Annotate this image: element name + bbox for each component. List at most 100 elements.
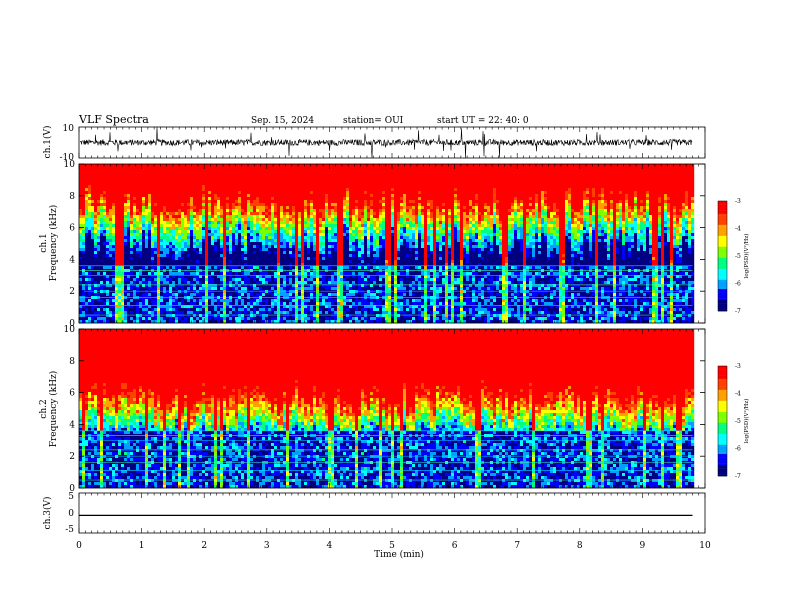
spectrogram-cell-4875 [352, 320, 356, 324]
spectrogram-cell-4595 [337, 275, 341, 279]
spectrogram-cell-1505 [163, 227, 167, 231]
spectrogram-cell-1757 [178, 188, 182, 192]
spectrogram-cell-143 [85, 275, 89, 279]
spectrogram-cell-2560 [223, 212, 227, 216]
spectrogram-cell-2528 [220, 275, 224, 279]
spectrogram-cell-1183 [145, 215, 149, 219]
spectrogram-cell-325 [97, 185, 101, 189]
spectrogram-cell-4905 [355, 251, 359, 255]
spectrogram-cell-1351 [154, 242, 158, 246]
spectrogram-cell-3114 [253, 284, 257, 288]
spectrogram-cell-4403 [328, 176, 332, 180]
spectrogram-cell-1281 [151, 191, 155, 195]
spectrogram-cell-2591 [223, 305, 227, 309]
spectrogram-cell-1586 [166, 311, 170, 315]
spectrogram-cell-869 [127, 227, 131, 231]
spectrogram-cell-3329 [265, 293, 269, 297]
spectrogram-cell-1712 [175, 212, 179, 216]
spectrogram-cell-1804 [181, 170, 185, 174]
spectrogram-cell-4382 [325, 272, 329, 276]
spectrogram-cell-2775 [235, 221, 239, 225]
spectrogram-cell-4282 [319, 290, 323, 294]
spectrogram-cell-3587 [280, 272, 284, 276]
spectrogram-cell-4088 [310, 185, 314, 189]
spectrogram-cell-2338 [211, 182, 215, 186]
spectrogram-cell-658 [115, 230, 119, 234]
spectrogram-cell-1087 [139, 245, 143, 249]
spectrogram-cell-2551 [223, 185, 227, 189]
spectrogram-cell-3239 [262, 182, 266, 186]
spectrogram-cell-2234 [205, 188, 209, 192]
spectrogram-cell-3554 [280, 173, 284, 177]
spectrogram-cell-1641 [169, 317, 173, 321]
spectrogram-cell-1190 [145, 236, 149, 240]
spectrogram-cell-2602 [226, 179, 230, 183]
spectrogram-cell-2415 [214, 254, 218, 258]
spectrogram-cell-2998 [247, 254, 251, 258]
spectrogram-cell-1630 [169, 284, 173, 288]
spectrogram-cell-1517 [163, 263, 167, 267]
spectrogram-cell-4693 [343, 251, 347, 255]
spectrogram-cell-3795 [292, 260, 296, 264]
spectrogram-cell-487 [106, 194, 110, 198]
spectrogram-cell-71 [82, 218, 86, 222]
spectrogram-cell-4601 [337, 293, 341, 297]
spectrogram-cell-730 [118, 287, 122, 291]
spectrogram-cell-2308 [208, 251, 212, 255]
spectrogram-cell-2548 [223, 176, 227, 180]
spectrogram-cell-4776 [349, 182, 353, 186]
spectrogram-cell-2703 [232, 164, 236, 168]
spectrogram-cell-4528 [334, 233, 338, 237]
spectrogram-cell-358 [97, 284, 101, 288]
spectrogram-cell-2618 [226, 227, 230, 231]
spectrogram-cell-2057 [193, 293, 197, 297]
spectrogram-cell-2834 [238, 239, 242, 243]
spectrogram-cell-3756 [289, 302, 293, 306]
spectrogram-cell-2971 [247, 173, 251, 177]
spectrogram-cell-3184 [259, 176, 263, 180]
spectrogram-cell-4424 [328, 239, 332, 243]
spectrogram-cell-2104 [196, 275, 200, 279]
spectrogram-cell-3402 [271, 194, 275, 198]
spectrogram-cell-3188 [259, 188, 263, 192]
spectrogram-cell-1396 [157, 218, 161, 222]
spectrogram-cell-1213 [145, 305, 149, 309]
spectrogram-cell-2395 [214, 194, 218, 198]
spectrogram-cell-4353 [325, 185, 329, 189]
spectrogram-cell-371 [100, 164, 104, 168]
spectrogram-cell-2540 [220, 311, 224, 315]
spectrogram-cell-4971 [358, 290, 362, 294]
spectrogram-cell-4029 [307, 167, 311, 171]
spectrogram-cell-18 [79, 218, 83, 222]
spectrogram-cell-2348 [211, 212, 215, 216]
spectrogram-cell-1465 [160, 266, 164, 270]
spectrogram-cell-2611 [226, 206, 230, 210]
spectrogram-cell-3983 [304, 188, 308, 192]
spectrogram-cell-1657 [172, 206, 176, 210]
spectrogram-cell-319 [97, 167, 101, 171]
spectrogram-cell-3515 [277, 215, 281, 219]
spectrogram-cell-1544 [166, 185, 170, 189]
spectrogram-cell-3107 [253, 263, 257, 267]
spectrogram-cell-4486 [331, 266, 335, 270]
spectrogram-cell-3678 [286, 227, 290, 231]
spectrogram-cell-4649 [340, 278, 344, 282]
spectrogram-cell-3883 [298, 206, 302, 210]
spectrogram-cell-2620 [226, 233, 230, 237]
spectrogram-cell-55 [82, 170, 86, 174]
spectrogram-cell-2721 [232, 218, 236, 222]
spectrogram-cell-1447 [160, 212, 164, 216]
spectrogram-cell-1852 [181, 314, 185, 318]
spectrogram-cell-3996 [304, 227, 308, 231]
spectrogram-cell-185 [88, 242, 92, 246]
spectrogram-cell-4736 [346, 221, 350, 225]
spectrogram-cell-3042 [250, 227, 254, 231]
spectrogram-cell-2628 [226, 257, 230, 261]
spectrogram-cell-2860 [238, 317, 242, 321]
spectrogram-cell-3901 [298, 260, 302, 264]
spectrogram-cell-1418 [157, 284, 161, 288]
spectrogram-cell-404 [100, 263, 104, 267]
spectrogram-cell-4680 [343, 212, 347, 216]
spectrogram-cell-340 [97, 230, 101, 234]
spectrogram-cell-2091 [196, 236, 200, 240]
